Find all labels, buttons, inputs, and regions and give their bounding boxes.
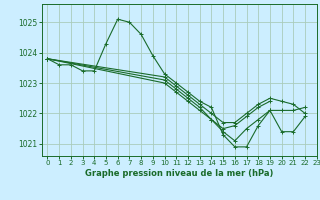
X-axis label: Graphe pression niveau de la mer (hPa): Graphe pression niveau de la mer (hPa): [85, 169, 273, 178]
